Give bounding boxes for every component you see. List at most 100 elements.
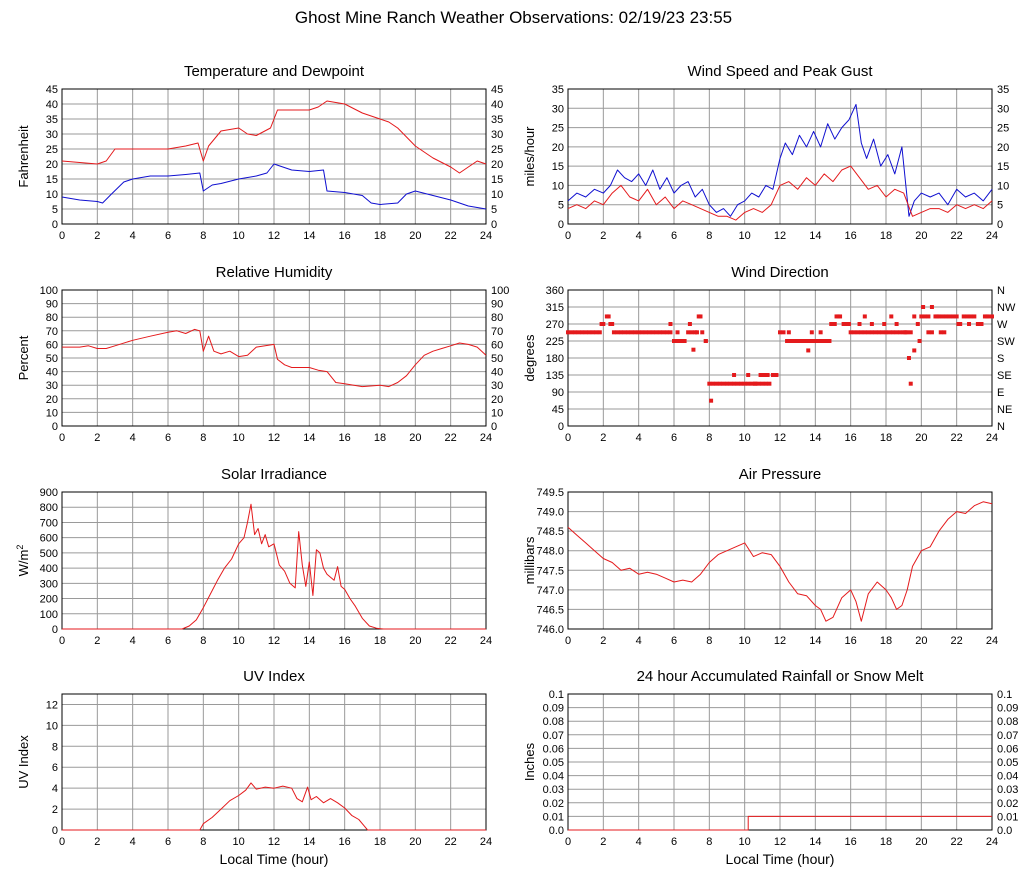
data-point bbox=[615, 330, 620, 335]
x-tick-label: 20 bbox=[915, 836, 927, 848]
data-point bbox=[594, 330, 599, 335]
x-tick-label: 8 bbox=[200, 635, 206, 647]
x-tick-label: 16 bbox=[845, 432, 857, 444]
plot-frame bbox=[61, 88, 487, 225]
x-tick-label: 12 bbox=[774, 836, 786, 848]
y-tick-label: 25 bbox=[46, 144, 58, 156]
data-point bbox=[756, 381, 761, 386]
y-right-tick-label: 25 bbox=[997, 123, 1009, 135]
data-point bbox=[806, 348, 811, 353]
series-line-1 bbox=[62, 328, 487, 388]
y-tick-label: 270 bbox=[546, 319, 564, 331]
y-tick-label: 20 bbox=[46, 159, 58, 171]
x-tick-label: 14 bbox=[303, 635, 315, 647]
y-right-tick-label: 90 bbox=[491, 299, 503, 311]
data-point bbox=[813, 339, 818, 343]
y-tick-label: 749.5 bbox=[536, 487, 564, 499]
data-point bbox=[915, 322, 920, 326]
y-tick-label: 90 bbox=[46, 299, 58, 311]
y-right-tick-label: 0 bbox=[997, 219, 1003, 231]
x-tick-label: 22 bbox=[445, 836, 457, 848]
chart-title: UV Index bbox=[243, 668, 305, 685]
y-right-tick-label: 10 bbox=[997, 180, 1009, 192]
data-point bbox=[869, 322, 874, 326]
x-tick-label: 16 bbox=[845, 635, 857, 647]
y-tick-label: 100 bbox=[40, 285, 58, 297]
y-tick-label: 135 bbox=[546, 370, 564, 382]
data-point bbox=[732, 381, 737, 386]
y-tick-label: 30 bbox=[46, 129, 58, 141]
y-tick-label: 80 bbox=[46, 312, 58, 324]
y-tick-label: 180 bbox=[546, 353, 564, 365]
y-tick-label: 747.5 bbox=[536, 565, 564, 577]
data-point bbox=[979, 322, 984, 326]
data-point bbox=[714, 381, 719, 386]
y-right-tick-label: 15 bbox=[997, 161, 1009, 173]
y-right-tick-label: 70 bbox=[491, 326, 503, 338]
y-tick-label: 746.5 bbox=[536, 604, 564, 616]
y-tick-label: 35 bbox=[552, 84, 564, 96]
data-point bbox=[869, 330, 874, 335]
y-right-tick-label: 0.03 bbox=[997, 784, 1018, 796]
data-point bbox=[917, 339, 922, 343]
y-right-tick-label: 10 bbox=[491, 189, 503, 201]
data-point bbox=[956, 322, 961, 326]
y-tick-label: 360 bbox=[546, 285, 564, 297]
x-tick-label: 10 bbox=[739, 432, 751, 444]
x-tick-label: 24 bbox=[480, 635, 492, 647]
x-tick-label: 4 bbox=[130, 432, 136, 444]
data-point bbox=[687, 322, 692, 326]
y-right-tick-label: N bbox=[997, 421, 1005, 433]
series-line-1 bbox=[568, 815, 992, 831]
data-point bbox=[611, 330, 616, 335]
y-tick-label: 0.02 bbox=[543, 798, 564, 810]
y-right-tick-label: 45 bbox=[491, 84, 503, 96]
y-tick-label: 4 bbox=[52, 783, 58, 795]
x-tick-label: 4 bbox=[636, 836, 642, 848]
y-axis-label: millibars bbox=[522, 536, 537, 584]
y-tick-label: 0 bbox=[558, 421, 564, 433]
x-tick-label: 14 bbox=[809, 635, 821, 647]
chart-panel-4: Wind Direction04590135180225270315360NNE… bbox=[522, 264, 1016, 444]
data-point bbox=[569, 330, 574, 335]
x-tick-label: 22 bbox=[951, 635, 963, 647]
y-tick-label: 2 bbox=[52, 804, 58, 816]
x-tick-label: 18 bbox=[374, 230, 386, 242]
data-point bbox=[908, 330, 913, 335]
y-right-tick-label: NW bbox=[997, 302, 1016, 314]
data-point bbox=[852, 330, 857, 335]
data-point bbox=[767, 381, 772, 386]
data-point bbox=[889, 314, 894, 319]
data-point bbox=[859, 330, 864, 335]
x-tick-label: 12 bbox=[774, 432, 786, 444]
x-tick-label: 0 bbox=[565, 836, 571, 848]
data-point bbox=[765, 373, 770, 377]
y-right-tick-label: NE bbox=[997, 404, 1012, 416]
y-tick-label: 748.5 bbox=[536, 526, 564, 538]
y-tick-label: 0.04 bbox=[543, 771, 564, 783]
data-point bbox=[891, 330, 896, 335]
x-tick-label: 18 bbox=[880, 432, 892, 444]
y-tick-label: 225 bbox=[546, 336, 564, 348]
x-tick-label: 24 bbox=[480, 432, 492, 444]
y-tick-label: 0.07 bbox=[543, 730, 564, 742]
x-tick-label: 2 bbox=[600, 635, 606, 647]
data-point bbox=[746, 373, 751, 377]
data-point bbox=[919, 314, 924, 319]
x-tick-label: 6 bbox=[671, 635, 677, 647]
data-point bbox=[689, 330, 694, 335]
x-tick-label: 18 bbox=[374, 635, 386, 647]
x-tick-label: 6 bbox=[671, 230, 677, 242]
data-point bbox=[732, 373, 737, 377]
y-right-tick-label: E bbox=[997, 387, 1004, 399]
data-point bbox=[984, 314, 989, 319]
x-tick-label: 16 bbox=[339, 635, 351, 647]
data-point bbox=[573, 330, 578, 335]
y-right-tick-label: 0.07 bbox=[997, 730, 1018, 742]
data-point bbox=[610, 322, 615, 326]
x-tick-label: 0 bbox=[565, 230, 571, 242]
y-tick-label: 15 bbox=[552, 161, 564, 173]
y-tick-label: 0.0 bbox=[549, 825, 564, 837]
y-right-tick-label: S bbox=[997, 353, 1004, 365]
data-point bbox=[816, 339, 821, 343]
